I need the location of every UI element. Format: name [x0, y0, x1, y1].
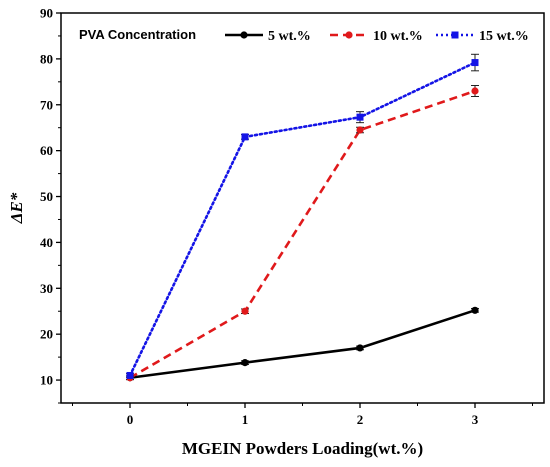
x-tick-label: 3 [472, 412, 479, 427]
x-axis: 0 1 2 3 [72, 403, 533, 427]
data-point [126, 371, 134, 379]
y-tick-label: 90 [40, 6, 53, 21]
series-line [129, 309, 476, 380]
data-point [241, 307, 249, 315]
legend-label: 10 wt.% [373, 29, 423, 44]
legend-title: PVA Concentration [79, 27, 196, 42]
y-tick-label: 40 [40, 235, 53, 250]
legend-marker [451, 31, 459, 39]
legend-label: 5 wt.% [268, 29, 311, 44]
y-axis: 10 20 30 40 50 60 70 80 90 [40, 6, 61, 404]
series-2 [126, 84, 479, 382]
y-tick-label: 30 [40, 281, 53, 296]
series-line [128, 61, 477, 377]
y-tick-label: 50 [40, 189, 53, 204]
data-point [356, 126, 364, 134]
y-tick-label: 10 [40, 373, 53, 388]
y-tick-label: 20 [40, 327, 53, 342]
series-layer [126, 53, 479, 382]
series-line [129, 89, 476, 379]
data-point [471, 59, 479, 67]
legend-marker [345, 31, 353, 39]
legend: PVA Concentration 5 wt.% 10 wt.% 15 wt.% [79, 27, 529, 44]
x-tick-label: 2 [357, 412, 364, 427]
x-axis-title: MGEIN Powders Loading(wt.%) [182, 439, 423, 458]
data-point [241, 359, 249, 367]
y-axis-title: ΔE* [7, 192, 26, 224]
y-tick-label: 70 [40, 97, 53, 112]
x-tick-label: 1 [242, 412, 249, 427]
y-tick-label: 80 [40, 51, 53, 66]
x-tick-label: 0 [127, 412, 134, 427]
data-point [356, 344, 364, 352]
data-point [471, 87, 479, 95]
data-point [471, 306, 479, 314]
data-point [356, 113, 364, 121]
data-point [241, 133, 249, 141]
y-tick-label: 60 [40, 143, 53, 158]
series-3 [126, 53, 479, 379]
legend-label: 15 wt.% [479, 29, 529, 44]
legend-marker [240, 31, 248, 39]
